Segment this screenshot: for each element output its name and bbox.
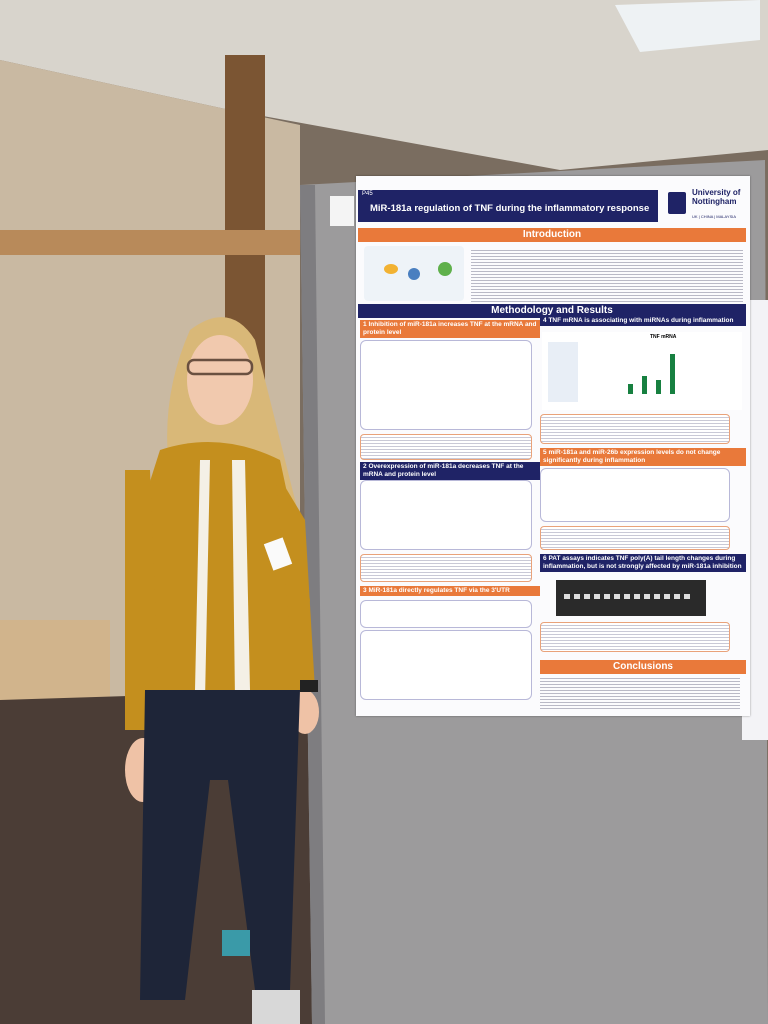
- figure-bar: [656, 380, 661, 394]
- gel-bands: [564, 594, 694, 599]
- university-logo: University of Nottingham UK | CHINA | MA…: [662, 186, 748, 224]
- figure: [360, 600, 532, 628]
- chart-label: TNF mRNA: [650, 334, 677, 340]
- panel-number: 4: [543, 317, 547, 324]
- panel-heading: 1 Inhibition of miR-181a increases TNF a…: [360, 320, 540, 338]
- panel-heading: 5 miR-181a and miR-26b expression levels…: [540, 448, 746, 466]
- figure: [360, 340, 532, 430]
- title-banner: P45 MiR-181a regulation of TNF during th…: [358, 190, 658, 222]
- poster-number: P45: [362, 191, 373, 197]
- ceiling-light: [615, 0, 760, 52]
- left-sleeve: [125, 470, 160, 730]
- crest: [668, 192, 686, 214]
- section-heading: Conclusions: [540, 660, 746, 674]
- panel-title: Inhibition of miR-181a increases TNF at …: [363, 321, 537, 336]
- panel-text: [540, 526, 730, 550]
- figure-bar: [642, 376, 647, 394]
- panel-text: [360, 434, 532, 460]
- panel-heading: 4 TNF mRNA is associating with miRNAs du…: [540, 316, 746, 326]
- panel-heading: 3 MiR-181a directly regulates TNF via th…: [360, 586, 540, 596]
- intro-text: [471, 248, 743, 303]
- panel-heading: 2 Overexpression of miR-181a decreases T…: [360, 462, 540, 480]
- board-edge: [300, 185, 325, 1024]
- gel-image: [556, 580, 706, 616]
- glasses: [186, 358, 254, 376]
- panel-text: [540, 414, 730, 444]
- diagram: [548, 342, 578, 402]
- intro-diagram: [364, 246, 464, 301]
- panel-number: 1: [363, 321, 367, 328]
- wall-trim: [0, 230, 300, 255]
- figure: [360, 480, 532, 550]
- cardigan-front: [205, 460, 235, 700]
- icon: [408, 268, 420, 280]
- figure-bar: [670, 354, 675, 394]
- panel-title: TNF mRNA is associating with miRNAs duri…: [548, 317, 734, 324]
- shoe: [252, 990, 300, 1024]
- conclusions-text: [540, 676, 740, 710]
- institution: University of Nottingham: [692, 188, 741, 206]
- jeans: [140, 690, 300, 1000]
- figure-bar: [628, 384, 633, 394]
- panel-title: Overexpression of miR-181a decreases TNF…: [363, 463, 524, 478]
- panel-number: 5: [543, 449, 547, 456]
- section-heading: Introduction: [358, 228, 746, 242]
- panel-number: 2: [363, 463, 367, 470]
- campuses: UK | CHINA | MALAYSIA: [692, 214, 737, 219]
- icon: [384, 264, 398, 274]
- panel-number: 3: [363, 587, 367, 594]
- panel-text: [540, 622, 730, 652]
- poster: P45 MiR-181a regulation of TNF during th…: [356, 176, 750, 716]
- watch: [300, 680, 318, 692]
- face: [187, 335, 253, 425]
- panel-title: miR-181a and miR-26b expression levels d…: [543, 449, 721, 464]
- figure: TNF mRNA: [542, 332, 742, 410]
- name-badge: [263, 537, 293, 571]
- section-heading: Methodology and Results: [358, 304, 746, 318]
- panel-title: MiR-181a directly regulates TNF via the …: [368, 587, 510, 594]
- icon: [438, 262, 452, 276]
- panel-text: [360, 554, 532, 582]
- ceiling: [0, 0, 768, 170]
- poster-title: MiR-181a regulation of TNF during the in…: [370, 203, 650, 214]
- wall-panel: [0, 620, 110, 710]
- right-sleeve: [275, 470, 315, 690]
- panel-number: 6: [543, 555, 547, 562]
- panel-title: PAT assays indicates TNF poly(A) tail le…: [543, 555, 742, 570]
- figure: [360, 630, 532, 700]
- poster-tag: [330, 196, 354, 226]
- figure: [540, 468, 730, 522]
- panel-heading: 6 PAT assays indicates TNF poly(A) tail …: [540, 554, 746, 572]
- shoe: [222, 930, 250, 956]
